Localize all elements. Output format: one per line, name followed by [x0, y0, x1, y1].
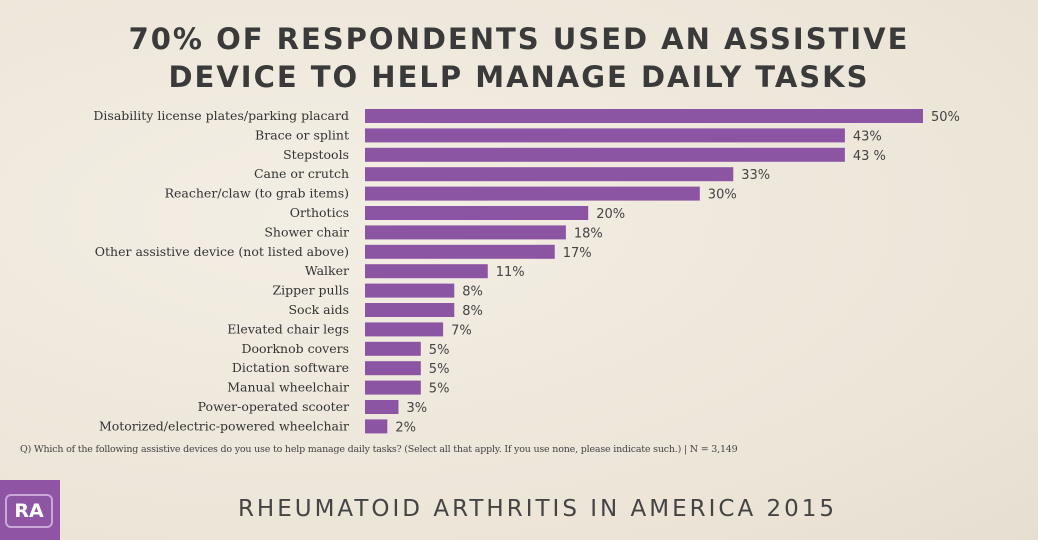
bar [365, 341, 421, 356]
category-label: Orthotics [290, 205, 349, 220]
title-line-2: DEVICE TO HELP MANAGE DAILY TASKS [168, 60, 870, 94]
bar [365, 186, 700, 201]
bar [365, 109, 923, 123]
bar [365, 380, 421, 395]
category-label: Elevated chair legs [227, 321, 349, 336]
footer-title: RHEUMATOID ARTHRITIS IN AMERICA 2015 [237, 496, 838, 522]
data-label: 43 % [853, 149, 886, 164]
data-label: 2% [395, 420, 416, 435]
data-label: 30% [708, 188, 737, 203]
category-label: Doorknob covers [241, 341, 349, 356]
data-label: 20% [596, 207, 625, 222]
data-label: 43% [853, 129, 882, 144]
data-label: 5% [429, 382, 450, 397]
data-label: 3% [406, 401, 427, 416]
category-label: Walker [305, 263, 349, 278]
bar [365, 128, 845, 143]
category-label: Stepstools [283, 147, 349, 162]
category-label: Dictation software [232, 360, 349, 375]
ra-logo: RA [0, 480, 60, 540]
bar [365, 264, 488, 279]
bar [365, 244, 555, 259]
survey-question-note: Q) Which of the following assistive devi… [20, 444, 738, 455]
data-label: 33% [741, 168, 770, 183]
bar [365, 283, 455, 298]
data-label: 5% [429, 362, 450, 377]
chart-title: 70% OF RESPONDENTS USED AN ASSISTIVE DEV… [0, 20, 1038, 96]
category-label: Motorized/electric-powered wheelchair [99, 418, 349, 433]
category-label: Other assistive device (not listed above… [95, 244, 349, 259]
data-label: 5% [429, 343, 450, 358]
title-line-1: 70% OF RESPONDENTS USED AN ASSISTIVE [128, 22, 910, 56]
data-label: 8% [462, 304, 483, 319]
data-label: 17% [563, 246, 592, 261]
category-label: Disability license plates/parking placar… [93, 108, 349, 123]
category-label: Zipper pulls [273, 283, 350, 298]
category-label: Cane or crutch [254, 166, 349, 181]
bar [365, 361, 421, 376]
bar [365, 322, 444, 337]
category-label: Shower chair [264, 224, 349, 239]
category-label: Power-operated scooter [198, 399, 349, 414]
data-label: 18% [574, 226, 603, 241]
bar [365, 206, 589, 220]
data-label: 8% [462, 285, 483, 300]
bar [365, 147, 845, 162]
category-label: Reacher/claw (to grab items) [165, 186, 349, 201]
bar [365, 167, 734, 182]
bar-chart: Disability license plates/parking placar… [93, 108, 960, 435]
data-label: 50% [931, 110, 960, 125]
data-label: 7% [451, 323, 472, 338]
category-label: Sock aids [288, 302, 349, 317]
category-label: Brace or splint [255, 127, 349, 142]
bar [365, 419, 388, 434]
bar [365, 400, 399, 414]
data-label: 11% [496, 265, 525, 280]
category-label: Manual wheelchair [227, 380, 349, 395]
bar [365, 303, 455, 317]
bar [365, 225, 566, 240]
